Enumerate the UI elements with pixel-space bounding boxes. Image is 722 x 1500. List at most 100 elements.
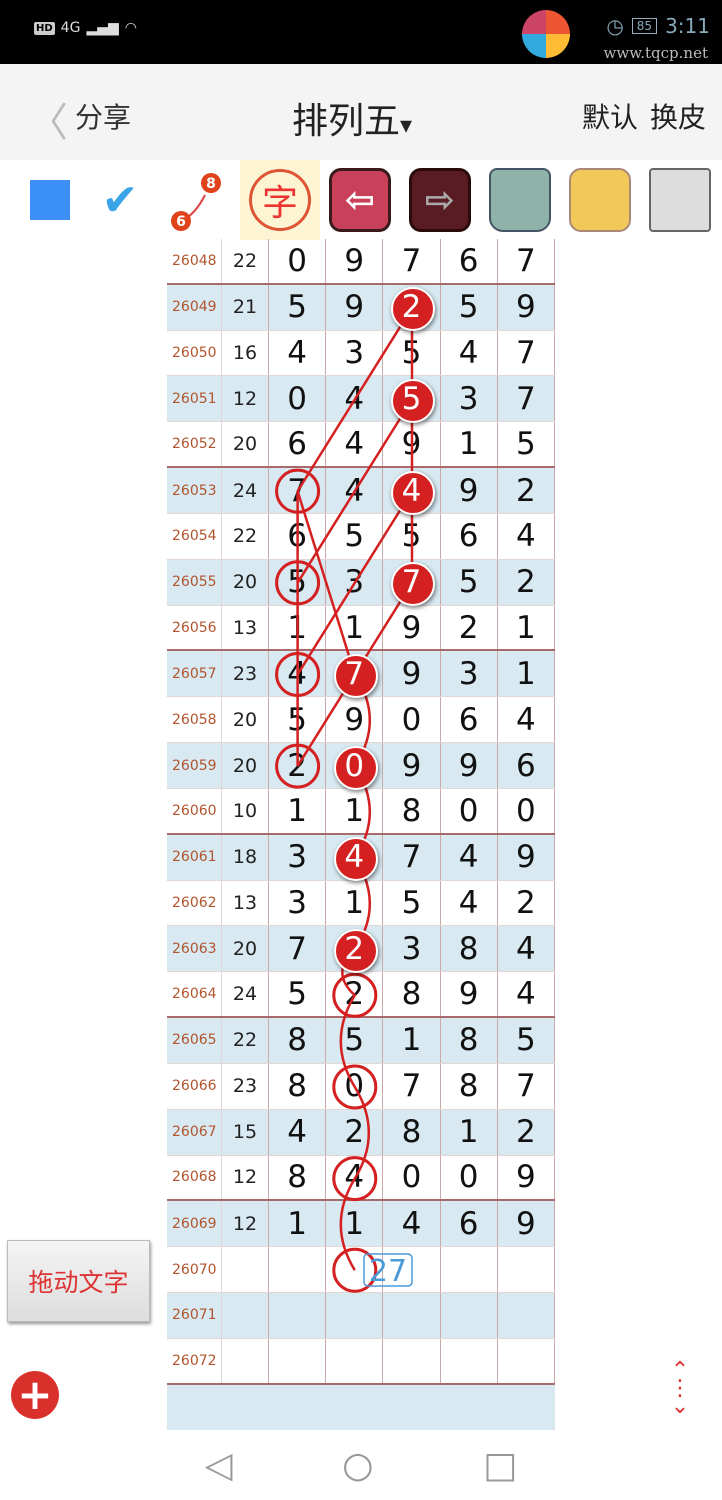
digit-cell: 3 — [326, 559, 384, 605]
digit-cell: 9 — [441, 468, 498, 513]
clear-button[interactable] — [480, 160, 560, 240]
lottery-type-dropdown[interactable]: 排列五▾ — [292, 92, 412, 144]
undo-button[interactable]: ⇦ — [320, 160, 400, 240]
digit-cell — [326, 1293, 384, 1338]
sum-cell — [222, 1247, 269, 1293]
digit-cell: 4 — [441, 880, 498, 926]
digit-cell — [383, 1293, 441, 1338]
period-cell: 26063 — [167, 926, 222, 972]
digit-cell: 6 — [269, 422, 327, 467]
filled-marker-cell: 4 — [326, 834, 384, 881]
period-cell: 26069 — [167, 1201, 222, 1247]
digit-cell: 5 — [269, 697, 327, 743]
digit-cell: 9 — [441, 743, 498, 788]
digit-cell — [498, 1293, 555, 1338]
digit-cell: 4 — [269, 330, 327, 376]
digit-cell: 6 — [441, 239, 498, 283]
arrow-left-icon: ⇦ — [329, 168, 391, 232]
plus-circle-icon[interactable]: + — [11, 1371, 59, 1419]
digit-cell: 5 — [269, 559, 327, 605]
sum-cell: 12 — [222, 1201, 269, 1247]
digit-cell: 1 — [269, 1201, 327, 1247]
network-type: 4G — [60, 20, 81, 36]
arrow-right-icon: ⇨ — [409, 168, 471, 232]
filled-marker-cell: 2 — [383, 284, 441, 332]
digit-cell: 4 — [269, 651, 327, 697]
draw-table[interactable]: 26048 22 0 9 7 6 7 26049 21 5 9 2 5 9 26050 16 4 3 5 4 7 2605… — [167, 239, 555, 1385]
digit-cell: 3 — [269, 880, 327, 926]
period-cell: 26062 — [167, 880, 222, 926]
sum-cell: 20 — [222, 559, 269, 605]
pen-tool-button[interactable]: ✔ — [80, 160, 160, 240]
period-cell: 26068 — [167, 1155, 222, 1200]
digit-cell — [498, 1247, 555, 1293]
digit-cell: 9 — [383, 651, 441, 697]
digit-cell: 5 — [326, 513, 384, 559]
period-cell: 26049 — [167, 284, 222, 330]
filled-marker-cell: 5 — [383, 376, 441, 423]
digit-cell: 1 — [326, 880, 384, 926]
digit-cell: 5 — [383, 330, 441, 376]
digit-cell: 5 — [326, 1018, 384, 1063]
image-button[interactable] — [560, 160, 640, 240]
filled-marker-cell: 7 — [383, 559, 441, 607]
sum-cell: 20 — [222, 743, 269, 788]
filled-marker-cell: 4 — [383, 468, 441, 515]
sum-cell: 20 — [222, 422, 269, 467]
digit-cell — [326, 1247, 384, 1293]
period-cell: 26050 — [167, 330, 222, 376]
nav-recent-button[interactable]: □ — [483, 1444, 518, 1486]
sum-cell: 23 — [222, 1063, 269, 1109]
table-row: 26052 20 6 4 9 1 5 — [167, 422, 555, 469]
digit-cell: 7 — [383, 834, 441, 880]
nav-home-button[interactable]: ○ — [342, 1444, 374, 1486]
table-row: 26051 12 0 4 5 3 7 — [167, 376, 555, 423]
digit-cell: 3 — [269, 834, 327, 880]
chevron-left-icon[interactable]: 〈 — [28, 100, 68, 146]
redo-button[interactable]: ⇨ — [400, 160, 480, 240]
color-picker-button[interactable] — [0, 160, 80, 240]
table-footer — [167, 1385, 555, 1430]
pen-check-icon: ✔ — [101, 174, 139, 226]
digit-cell: 9 — [383, 605, 441, 650]
digit-cell: 4 — [326, 422, 384, 467]
digit-cell: 3 — [441, 651, 498, 697]
share-button[interactable]: 分享 — [75, 101, 132, 134]
signal-bars-icon: ▂▄▆ — [86, 20, 119, 36]
period-cell: 26056 — [167, 605, 222, 650]
table-row: 26048 22 0 9 7 6 7 — [167, 239, 555, 285]
digit-cell: 4 — [498, 513, 555, 559]
table-row: 26065 22 8 5 1 8 5 — [167, 1018, 555, 1064]
table-row: 26055 20 5 3 7 5 2 — [167, 559, 555, 607]
digit-cell — [383, 1247, 441, 1293]
digit-cell: 1 — [441, 1109, 498, 1155]
sum-cell: 16 — [222, 330, 269, 376]
page-title: 排列五 — [292, 101, 401, 142]
trash-icon — [489, 168, 551, 232]
sum-cell: 12 — [222, 376, 269, 422]
digit-cell: 4 — [498, 697, 555, 743]
digit-cell: 8 — [383, 972, 441, 1017]
period-cell: 26059 — [167, 743, 222, 788]
digit-cell: 0 — [498, 788, 555, 833]
table-row: 26068 12 8 4 0 0 9 — [167, 1155, 555, 1202]
nav-back-button[interactable]: ◁ — [204, 1444, 233, 1486]
up-down-arrows-icon[interactable]: ⌃ ⋮ ⌄ — [669, 1358, 691, 1419]
color-square-icon — [30, 180, 70, 220]
digit-cell: 2 — [498, 559, 555, 605]
text-tool-button[interactable]: 字 — [240, 160, 320, 240]
skin-button[interactable]: 换皮 — [649, 101, 706, 134]
digit-cell: 2 — [498, 468, 555, 513]
digit-cell: 6 — [441, 1201, 498, 1247]
save-button[interactable] — [640, 160, 720, 240]
sum-cell: 24 — [222, 972, 269, 1017]
drag-text-button[interactable]: 拖动文字 — [7, 1240, 150, 1322]
period-cell: 26064 — [167, 972, 222, 1017]
digit-cell: 4 — [269, 1109, 327, 1155]
default-button[interactable]: 默认 — [581, 101, 638, 134]
signal-indicators: HD 4G ▂▄▆ ◠ — [34, 20, 137, 36]
table-row: 26066 23 8 0 7 8 7 — [167, 1063, 555, 1110]
image-folder-icon — [569, 168, 631, 232]
